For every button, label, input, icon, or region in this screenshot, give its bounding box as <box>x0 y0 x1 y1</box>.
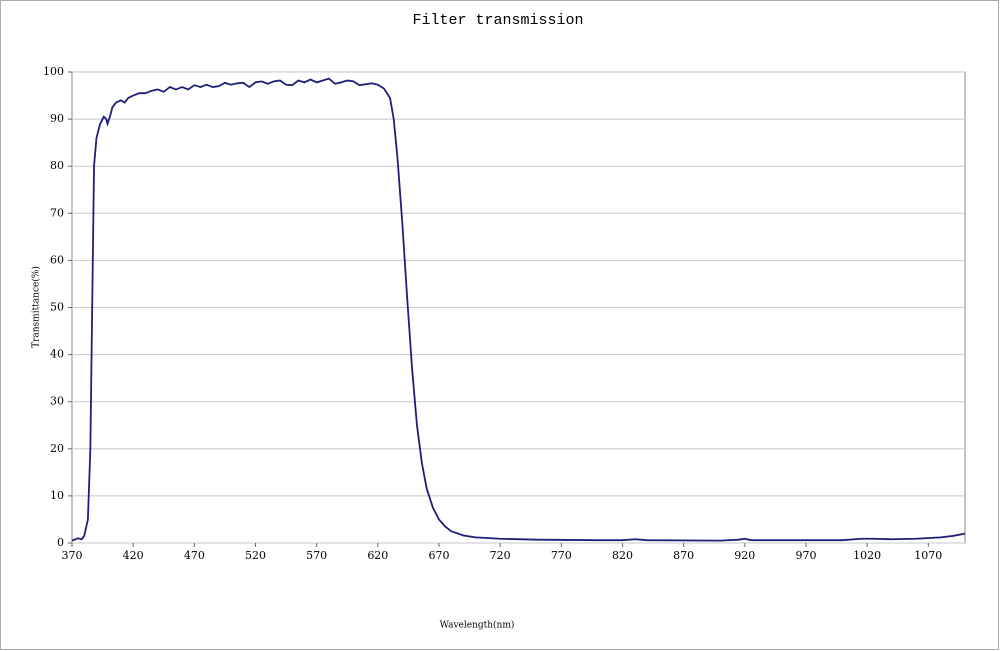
x-tick-label: 970 <box>795 549 816 562</box>
y-tick-label: 100 <box>43 65 64 78</box>
x-tick-label: 470 <box>184 549 205 562</box>
x-tick-label: 620 <box>367 549 388 562</box>
x-tick-label: 920 <box>734 549 755 562</box>
x-tick-label: 420 <box>123 549 144 562</box>
y-tick-label: 50 <box>50 301 64 314</box>
x-tick-label: 520 <box>245 549 266 562</box>
y-tick-label: 40 <box>50 348 64 361</box>
y-tick-label: 80 <box>50 159 64 172</box>
x-axis-label: Wavelength(nm) <box>440 620 515 631</box>
y-tick-label: 30 <box>50 395 64 408</box>
x-tick-label: 770 <box>551 549 572 562</box>
x-tick-label: 720 <box>490 549 511 562</box>
y-tick-label: 10 <box>50 489 64 502</box>
x-tick-label: 820 <box>612 549 633 562</box>
chart-title: Filter transmission <box>412 12 583 29</box>
x-tick-label: 670 <box>428 549 449 562</box>
y-tick-label: 60 <box>50 253 64 266</box>
x-tick-label: 570 <box>306 549 327 562</box>
x-tick-label: 370 <box>62 549 83 562</box>
x-tick-label: 1070 <box>914 549 942 562</box>
data-line <box>71 77 966 542</box>
y-axis-label: Transmittance(%) <box>31 266 42 348</box>
x-tick-label: 870 <box>673 549 694 562</box>
y-tick-label: 70 <box>50 206 64 219</box>
y-tick-label: 0 <box>57 536 64 549</box>
y-tick-label: 90 <box>50 112 64 125</box>
y-tick-label: 20 <box>50 442 64 455</box>
x-tick-label: 1020 <box>853 549 881 562</box>
